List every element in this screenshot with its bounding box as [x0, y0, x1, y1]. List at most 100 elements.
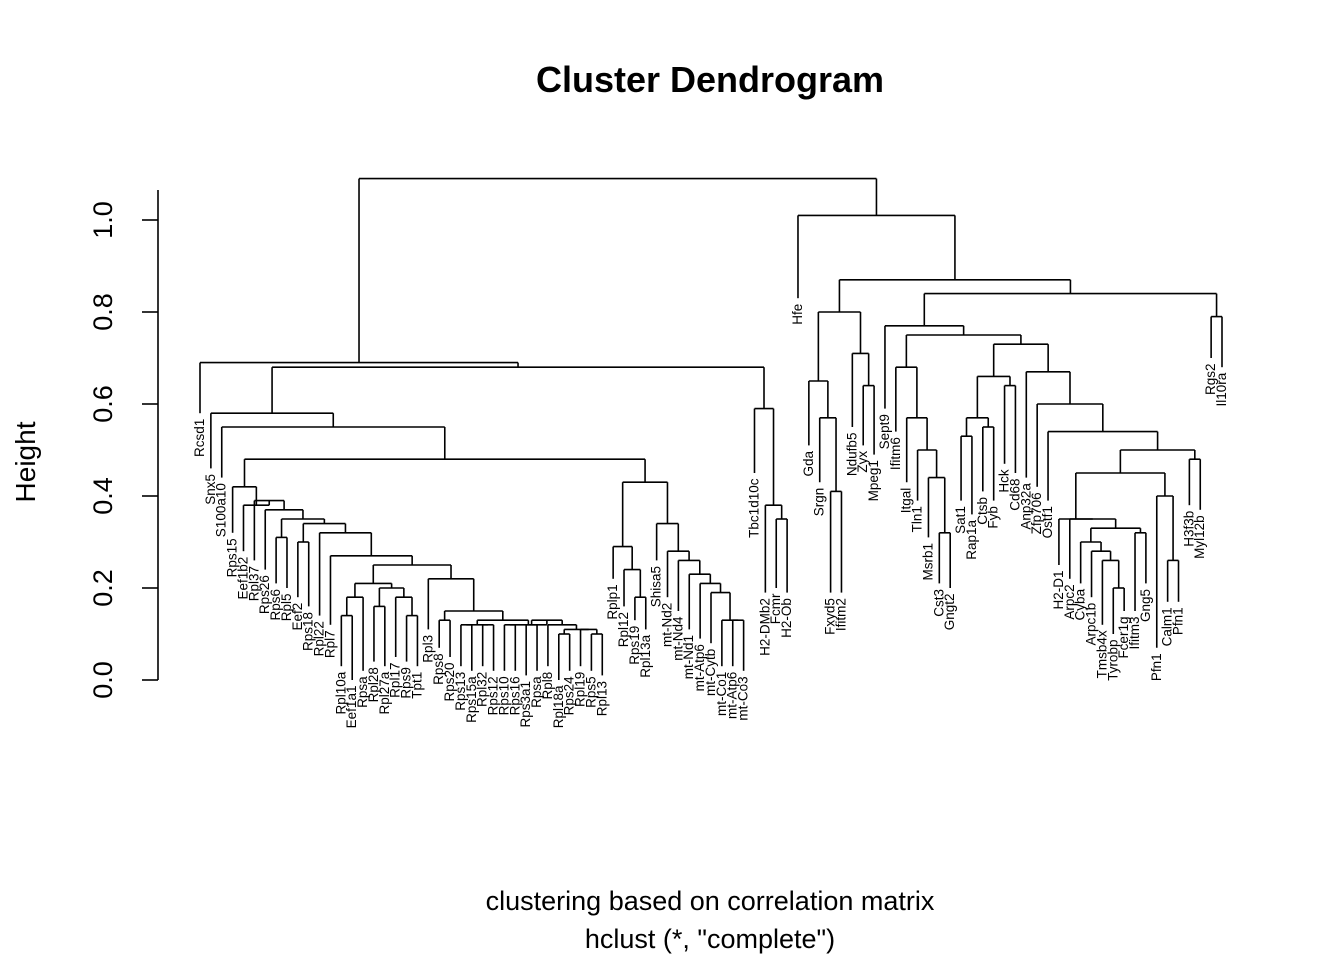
- x-axis-label: clustering based on correlation matrix: [486, 886, 935, 916]
- leaf-label: Sept9: [877, 414, 892, 449]
- leaf-label: Rpl27a: [377, 671, 392, 714]
- leaf-label: Tyrobp: [1105, 640, 1120, 681]
- leaf-label: Cyba: [1073, 588, 1088, 620]
- leaf-label: Rps18: [301, 612, 316, 651]
- leaf-label: Pfn1: [1171, 607, 1186, 635]
- leaf-label: Eef2: [290, 603, 305, 631]
- leaf-label: Arpc1b: [1084, 603, 1099, 646]
- leaf-label: Mpeg1: [866, 460, 881, 501]
- leaf-label: Hck: [997, 469, 1012, 492]
- leaf-label: mt-Cytb: [703, 649, 718, 696]
- leaf-label: H3f3b: [1181, 511, 1196, 547]
- leaf-label: Rps10: [496, 676, 511, 715]
- leaf-label: Gda: [801, 450, 816, 476]
- leaf-label: Rps16: [507, 676, 522, 715]
- leaf-label: Rpl22: [312, 621, 327, 656]
- leaf-label: Rps3a1: [518, 681, 533, 728]
- leaf-label: Zfp706: [1029, 492, 1044, 534]
- leaf-label: Rcsd1: [192, 419, 207, 457]
- leaf-label: Rpl28: [366, 667, 381, 702]
- leaf-label: Gng5: [1138, 589, 1153, 622]
- leaf-label: mt-Co3: [736, 676, 751, 720]
- leaf-label: Rpl3: [420, 635, 435, 663]
- leaf-label: Rpl5: [279, 594, 294, 622]
- leaf-label: Rps15a: [464, 676, 479, 723]
- leaf-label: Rpl37: [246, 566, 261, 601]
- leaf-label: Rpl18a: [551, 685, 566, 728]
- leaf-label: Rps15: [225, 538, 240, 577]
- leaf-label: Ifitm2: [833, 598, 848, 631]
- leaf-label: Snx5: [203, 474, 218, 505]
- leaf-label: Fcer1g: [1116, 617, 1131, 659]
- leaf-label: mt-Co1: [714, 672, 729, 716]
- leaf-label: Rpsa: [529, 676, 544, 708]
- leaf-label: Rpl13a: [638, 634, 653, 677]
- leaf-label: Myl12b: [1192, 515, 1207, 559]
- chart-title: Cluster Dendrogram: [536, 59, 884, 100]
- leaf-label: Rps8: [431, 653, 446, 685]
- leaf-label: Ifitm6: [888, 437, 903, 470]
- leaf-label: Rps5: [583, 676, 598, 708]
- y-axis: 0.0 0.2 0.4 0.6 0.8 1.0: [88, 190, 159, 699]
- leaf-label: Anp32a: [1018, 483, 1033, 530]
- leaf-label: Itgal: [899, 488, 914, 514]
- leaf-label: Rpl8: [540, 672, 555, 700]
- leaf-label: Rps20: [442, 663, 457, 702]
- leaf-label: Msrb1: [920, 543, 935, 581]
- method-sublabel: hclust (*, "complete"): [585, 924, 835, 954]
- leaf-label: Fxyd5: [823, 598, 838, 635]
- leaf-label: Rps6: [268, 589, 283, 621]
- leaf-label: Arpc2: [1062, 584, 1077, 619]
- leaf-label: Ndufb5: [844, 433, 859, 477]
- y-tick-label: 0.0: [88, 661, 118, 699]
- leaf-label: Rps24: [562, 676, 577, 716]
- leaf-label: mt-Atp6: [725, 672, 740, 719]
- leaf-label: S100a10: [214, 483, 229, 537]
- leaf-label: Tln1: [910, 506, 925, 532]
- leaf-label: Rps12: [486, 676, 501, 715]
- leaf-label: H2-D1: [1051, 571, 1066, 610]
- leaf-label: Fcmr: [768, 593, 783, 624]
- leaf-label: Rpl7: [322, 630, 337, 658]
- leaf-label: Zyx: [855, 451, 870, 473]
- leaf-label: Rplp1: [605, 584, 620, 619]
- leaf-label: Ctsb: [975, 497, 990, 525]
- leaf-label: Cst3: [931, 589, 946, 617]
- leaf-label: Rpsa: [355, 676, 370, 708]
- leaf-label: mt-Nd1: [681, 635, 696, 679]
- leaf-label: Cd68: [1007, 479, 1022, 511]
- y-tick-label: 1.0: [88, 201, 118, 239]
- leaf-label: Rap1a: [964, 519, 979, 559]
- leaf-label: Eef1b2: [235, 557, 250, 600]
- y-tick-label: 0.8: [88, 293, 118, 331]
- leaf-label: Gngt2: [942, 594, 957, 631]
- leaf-label: Calm1: [1160, 607, 1175, 646]
- leaf-label: mt-Atp6: [692, 644, 707, 691]
- leaf-label: Rgs2: [1203, 364, 1218, 396]
- leaf-labels: Rcsd1Snx5S100a10Rps15Eef1b2Rpl37Rps26Rps…: [192, 304, 1229, 729]
- y-tick-label: 0.6: [88, 385, 118, 423]
- leaf-label: Rpl17: [388, 663, 403, 698]
- leaf-label: Tpt1: [409, 672, 424, 699]
- leaf-label: Tmsb4x: [1094, 630, 1109, 678]
- leaf-label: Sat1: [953, 506, 968, 534]
- leaf-label: Shisa5: [649, 566, 664, 607]
- leaf-label: Rpl10a: [333, 671, 348, 714]
- leaf-label: Rps19: [627, 626, 642, 665]
- y-tick-label: 0.4: [88, 477, 118, 515]
- leaf-label: Eef1a1: [344, 686, 359, 729]
- leaf-label: Rpl19: [573, 672, 588, 707]
- leaf-label: Rps26: [257, 575, 272, 614]
- leaf-label: Rps13: [453, 672, 468, 711]
- y-axis-label: Height: [10, 421, 41, 502]
- dendrogram-branches: [199, 177, 1223, 680]
- leaf-label: H2-Ob: [779, 598, 794, 638]
- leaf-label: Ifitm3: [1127, 617, 1142, 650]
- leaf-label: Pfn1: [1149, 653, 1164, 681]
- leaf-label: mt-Nd2: [660, 603, 675, 647]
- leaf-label: Fyb: [986, 506, 1001, 529]
- leaf-label: Rpl32: [475, 672, 490, 707]
- leaf-label: Rpl13: [594, 681, 609, 716]
